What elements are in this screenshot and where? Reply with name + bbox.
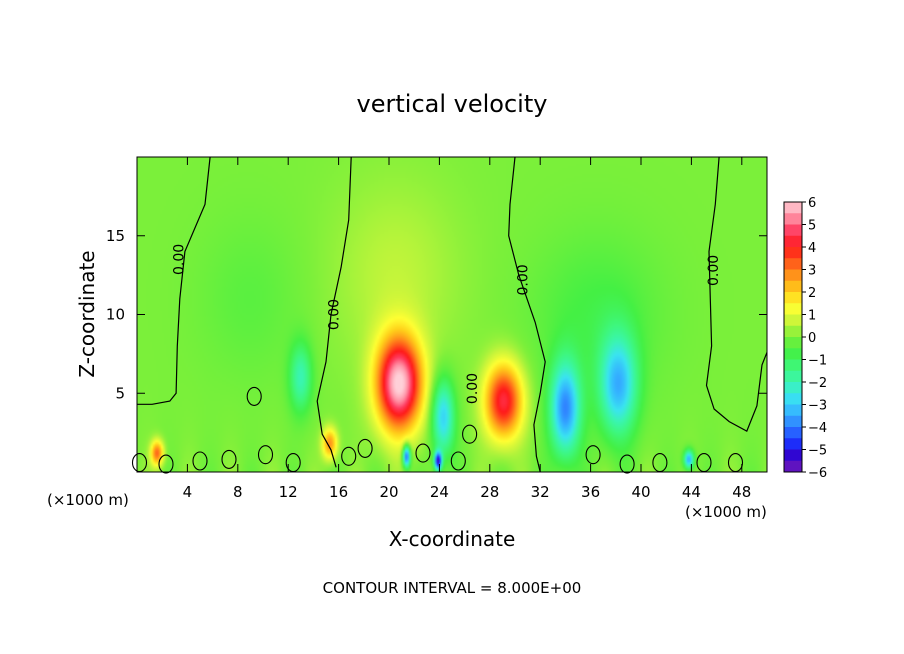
x-tick-label: 32 bbox=[531, 483, 550, 501]
y-tick-label: 5 bbox=[115, 384, 125, 402]
colorbar-label: −2 bbox=[808, 376, 827, 391]
colorbar-label: −3 bbox=[808, 399, 827, 414]
plot-area: 0.00 0.00 0.00 0.00 0.00 bbox=[131, 156, 768, 474]
colorbar-swatch bbox=[784, 449, 802, 462]
colorbar-swatch bbox=[784, 427, 802, 439]
colorbar-swatch bbox=[784, 303, 802, 315]
contour-line bbox=[357, 438, 373, 458]
x-tick-label: 16 bbox=[329, 483, 348, 501]
contour-line bbox=[316, 156, 352, 468]
colorbar-swatch bbox=[784, 438, 802, 450]
colorbar-label: −4 bbox=[808, 421, 827, 436]
x-tick-label: 24 bbox=[430, 483, 449, 501]
colorbar-label: 3 bbox=[808, 264, 816, 279]
contour-line bbox=[508, 156, 546, 473]
colorbar-swatch bbox=[784, 348, 802, 360]
x-axis-label: X-coordinate bbox=[389, 527, 516, 551]
colorbar-label: 0 bbox=[808, 331, 816, 346]
colorbar-label: −5 bbox=[808, 444, 827, 459]
colorbar-swatch bbox=[784, 235, 802, 248]
x-tick-label: 20 bbox=[379, 483, 398, 501]
contour-line bbox=[192, 451, 208, 471]
contour-line bbox=[415, 443, 431, 463]
colorbar-swatch bbox=[784, 213, 802, 225]
contour-line bbox=[341, 446, 357, 466]
colorbar-swatch bbox=[784, 292, 802, 304]
colorbar-swatch bbox=[784, 247, 802, 259]
y-tick-label: 15 bbox=[106, 227, 125, 245]
colorbar-swatch bbox=[784, 370, 802, 383]
x-unit-left: (×1000 m) bbox=[47, 491, 129, 509]
x-tick-label: 12 bbox=[279, 483, 298, 501]
y-axis-ticks: 5 10 15 bbox=[106, 227, 767, 402]
contour-line bbox=[619, 454, 635, 474]
contour-line bbox=[246, 386, 262, 406]
y-tick-label: 10 bbox=[106, 306, 125, 324]
colorbar-label: 1 bbox=[808, 309, 816, 324]
x-tick-label: 8 bbox=[233, 483, 243, 501]
x-tick-label: 28 bbox=[480, 483, 499, 501]
colorbar-swatch bbox=[784, 337, 802, 349]
contour-line bbox=[585, 445, 601, 465]
colorbar-swatch bbox=[784, 202, 802, 214]
x-tick-label: 40 bbox=[631, 483, 650, 501]
colorbar-swatch bbox=[784, 359, 802, 372]
x-axis-ticks: 4 8 12 16 20 24 28 32 36 40 44 48 bbox=[183, 157, 751, 501]
colorbar-swatch bbox=[784, 258, 802, 270]
colorbar-swatch bbox=[784, 393, 802, 405]
contour-line bbox=[137, 156, 211, 405]
contour-interval-note: CONTOUR INTERVAL = 8.000E+00 bbox=[323, 579, 582, 597]
velocity-field bbox=[137, 157, 767, 472]
contour-label: 0.00 bbox=[706, 255, 722, 286]
colorbar: 6 5 4 3 2 1 0 −1 −2 −3 −4 −5 −6 bbox=[783, 196, 827, 481]
x-tick-label: 36 bbox=[581, 483, 600, 501]
contour-line bbox=[221, 449, 237, 469]
contour-label: 0.00 bbox=[465, 373, 481, 404]
x-tick-label: 4 bbox=[183, 483, 193, 501]
colorbar-swatch bbox=[784, 404, 802, 417]
contour-label: 0.00 bbox=[516, 264, 532, 295]
colorbar-swatch bbox=[784, 460, 802, 473]
colorbar-swatch bbox=[784, 269, 802, 282]
colorbar-label: 6 bbox=[808, 196, 816, 211]
contour-line bbox=[257, 445, 274, 465]
colorbar-label: 5 bbox=[808, 219, 816, 234]
colorbar-label: −6 bbox=[808, 466, 827, 481]
colorbar-swatch bbox=[784, 415, 802, 428]
colorbar-label: −1 bbox=[808, 354, 827, 369]
colorbar-label: 4 bbox=[808, 241, 816, 256]
x-tick-label: 48 bbox=[732, 483, 751, 501]
contour-line bbox=[705, 156, 768, 432]
colorbar-swatch bbox=[784, 314, 802, 327]
colorbar-swatch bbox=[784, 382, 802, 394]
contour-line bbox=[450, 451, 466, 471]
contour-labels: 0.00 0.00 0.00 0.00 0.00 bbox=[172, 244, 722, 404]
colorbar-swatch bbox=[784, 325, 802, 338]
chart-title: vertical velocity bbox=[357, 90, 548, 118]
y-axis-label: Z-coordinate bbox=[75, 250, 99, 377]
contour-line bbox=[158, 454, 174, 474]
colorbar-swatch bbox=[784, 224, 802, 237]
contour-label: 0.00 bbox=[172, 244, 188, 275]
x-tick-label: 44 bbox=[682, 483, 701, 501]
contour-label: 0.00 bbox=[327, 299, 343, 330]
contour-line bbox=[462, 424, 478, 444]
colorbar-label: 2 bbox=[808, 286, 816, 301]
x-unit-right: (×1000 m) bbox=[685, 503, 767, 521]
colorbar-swatch bbox=[784, 280, 802, 293]
